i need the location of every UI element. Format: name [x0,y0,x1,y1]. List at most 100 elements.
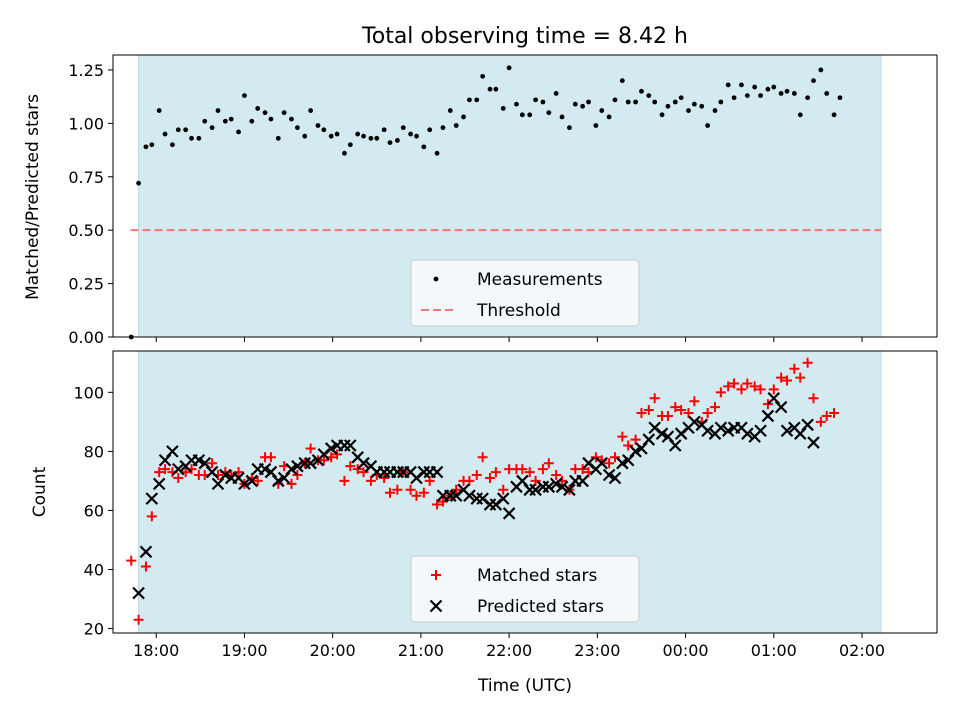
bottom-matched-point [292,470,303,481]
bottom-matched-point [432,499,443,510]
top-measurement-point [612,97,618,103]
bottom-matched-point [305,443,316,454]
bottom-matched-point [802,357,813,368]
top-measurement-point [559,114,565,120]
top-measurement-point [837,95,843,101]
bottom-matched-point [286,478,297,489]
bottom-matched-point [617,431,628,442]
bottom-matched-point [755,384,766,395]
top-measurement-point [514,101,519,107]
bottom-matched-point [762,399,773,410]
bottom-matched-point [154,467,165,478]
bottom-matched-point [318,455,329,466]
top-measurement-point [527,112,533,118]
bottom-x-tick-label: 00:00 [663,641,709,660]
bottom-predicted-point [714,421,728,435]
top-y-tick-label: 0.50 [68,221,104,240]
bottom-predicted-point [761,409,775,423]
bottom-matched-point [795,372,806,383]
bottom-legend: Matched stars Predicted stars [410,555,640,623]
bottom-predicted-point [608,471,622,485]
bottom-predicted-point [555,480,569,494]
top-measurement-point [183,127,189,133]
top-measurement-point [255,106,261,111]
top-measurement-point [500,106,506,111]
top-measurement-point [249,118,255,124]
bottom-matched-point [689,396,700,407]
bottom-matched-point [379,472,390,483]
bottom-predicted-point [344,439,357,452]
bottom-predicted-point [688,415,701,429]
bottom-matched-point [723,381,734,392]
bottom-matched-point [524,467,535,478]
bottom-matched-point [577,464,588,475]
bottom-matched-point [339,475,350,486]
bottom-x-tick-label: 01:00 [751,641,797,660]
bottom-predicted-point [205,465,219,479]
top-measurement-point [275,135,281,141]
bottom-matched-point [551,470,562,481]
bottom-matched-point [418,487,429,498]
bottom-matched-point [808,393,819,404]
top-measurement-point [593,123,599,128]
bottom-predicted-point [774,400,788,414]
bottom-matched-point [365,475,376,486]
top-axes-frame [112,54,938,338]
top-measurement-point [771,84,777,90]
bottom-predicted-point [152,477,166,491]
bottom-matched-point [729,378,740,389]
bottom-predicted-point [801,418,814,432]
top-measurement-point [308,108,314,113]
bottom-matched-point [670,402,681,413]
top-measurement-point [718,99,724,105]
top-measurement-point [831,112,837,118]
top-legend-swatch-measurements [433,276,439,282]
bottom-predicted-point [563,483,576,497]
bottom-legend-swatch-predicted [429,599,443,613]
top-measurement-point [394,138,400,143]
bottom-x-tick-label: 02:00 [839,641,885,660]
top-measurement-point [321,127,327,133]
top-measurement-point [540,99,546,105]
top-measurement-point [202,118,208,124]
bottom-predicted-point [807,436,820,449]
bottom-matched-point [789,363,800,374]
top-measurement-point [175,127,181,133]
bottom-predicted-point [780,424,794,438]
bottom-y-tick-label: 60 [84,501,104,520]
bottom-legend-label: Matched stars [477,566,597,586]
top-measurement-point [533,97,538,103]
bottom-matched-point [477,452,488,463]
top-measurement-point [752,84,758,90]
bottom-matched-point [649,393,660,404]
bottom-predicted-point [463,489,476,502]
top-measurement-point [347,142,353,148]
top-measurement-point [665,103,671,109]
bottom-matched-point [623,440,634,451]
bottom-matched-point [736,384,747,395]
bottom-matched-point [332,449,343,460]
top-measurement-point [659,112,665,118]
bottom-matched-point [604,458,615,469]
bottom-matched-point [207,458,218,469]
top-measurement-point [784,88,790,94]
bottom-legend-swatch-matched [431,570,441,580]
top-measurement-point [586,99,591,105]
bottom-matched-point [630,434,641,445]
top-measurement-point [639,88,644,94]
top-measurement-point [474,97,480,103]
bottom-predicted-point [754,424,767,438]
bottom-axes-frame [112,350,938,634]
top-measurement-point [652,99,658,105]
top-measurement-point [162,131,168,137]
top-measurement-point [493,86,499,92]
top-measurement-point [268,116,274,122]
bottom-predicted-point [595,456,609,470]
bottom-matched-point [749,381,760,392]
bottom-matched-point [471,470,482,481]
bottom-matched-point [537,464,548,475]
bottom-predicted-point [304,456,317,470]
top-y-tick-label: 1.25 [68,61,104,80]
top-measurement-point [294,125,300,131]
